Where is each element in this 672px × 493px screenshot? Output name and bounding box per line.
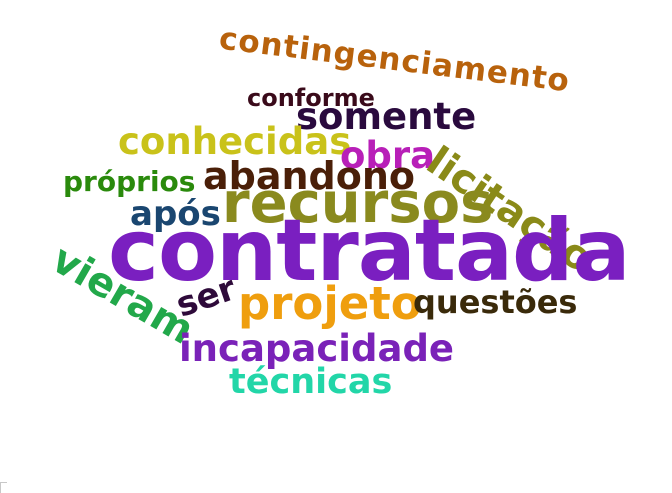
word-tecnicas: técnicas — [229, 362, 393, 402]
word-contratada: contratada — [108, 201, 631, 301]
word-apos: após — [130, 194, 221, 234]
word-incapacidade: incapacidade — [179, 327, 455, 370]
word-conhecidas: conhecidas — [118, 120, 352, 163]
word-conforme: conforme — [247, 84, 375, 112]
word-questoes: questões — [413, 283, 578, 321]
word-projeto: projeto — [238, 277, 422, 330]
word-recursos: recursos — [222, 171, 494, 236]
corner-mark — [0, 482, 7, 493]
word-somente: somente — [296, 95, 477, 138]
word-abandono: abandono — [203, 154, 416, 198]
word-obra: obra — [340, 134, 436, 177]
word-proprios: próprios — [63, 165, 196, 198]
